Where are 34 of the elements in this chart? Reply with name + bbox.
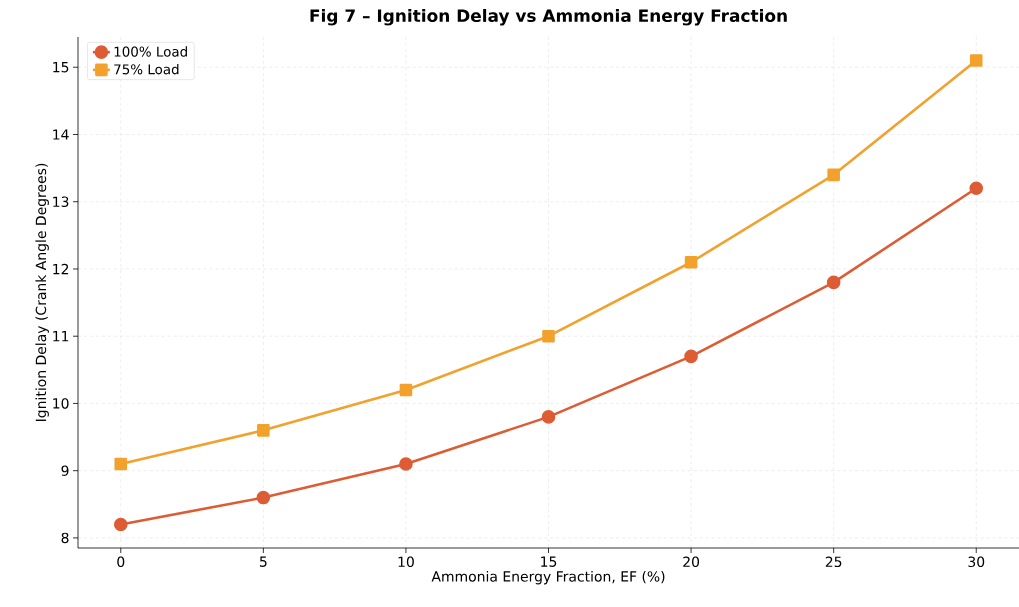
point — [684, 349, 698, 364]
chart-title: Fig 7 – Ignition Delay vs Ammonia Energy Fraction — [310, 8, 787, 26]
point — [257, 424, 270, 437]
x-axis-title: Ammonia Energy Fraction, EF (%) — [431, 570, 665, 585]
point — [256, 490, 271, 505]
x-tick-label: 30 — [968, 556, 985, 568]
y-tick-label: 8 — [61, 532, 69, 544]
point — [542, 329, 555, 343]
y-tick-label: 13 — [53, 196, 69, 208]
point — [826, 275, 841, 290]
point — [399, 457, 413, 471]
y-tick-label: 10 — [53, 398, 69, 409]
point — [541, 410, 556, 424]
x-tick-label: 0 — [117, 556, 125, 568]
legend-label: 100% Load — [114, 46, 187, 57]
point — [827, 168, 840, 182]
x-tick-label: 5 — [259, 556, 267, 567]
y-tick-label: 14 — [53, 129, 69, 140]
y-tick-label: 15 — [53, 62, 69, 73]
point — [114, 457, 128, 471]
y-tick-label: 9 — [61, 465, 69, 476]
x-tick-label: 25 — [825, 556, 842, 568]
x-tick-label: 15 — [541, 556, 557, 567]
point — [969, 54, 983, 67]
point — [113, 517, 128, 532]
point — [399, 383, 413, 397]
x-tick-label: 20 — [683, 556, 700, 568]
point — [969, 181, 984, 196]
legend-label: 75% Load — [114, 63, 179, 75]
point — [684, 255, 698, 269]
x-tick-label: 10 — [398, 556, 414, 568]
y-tick-label: 12 — [53, 263, 69, 275]
y-tick-label: 11 — [53, 331, 69, 342]
y-axis-title: Ignition Delay (Crank Angle Degrees) — [35, 163, 49, 421]
